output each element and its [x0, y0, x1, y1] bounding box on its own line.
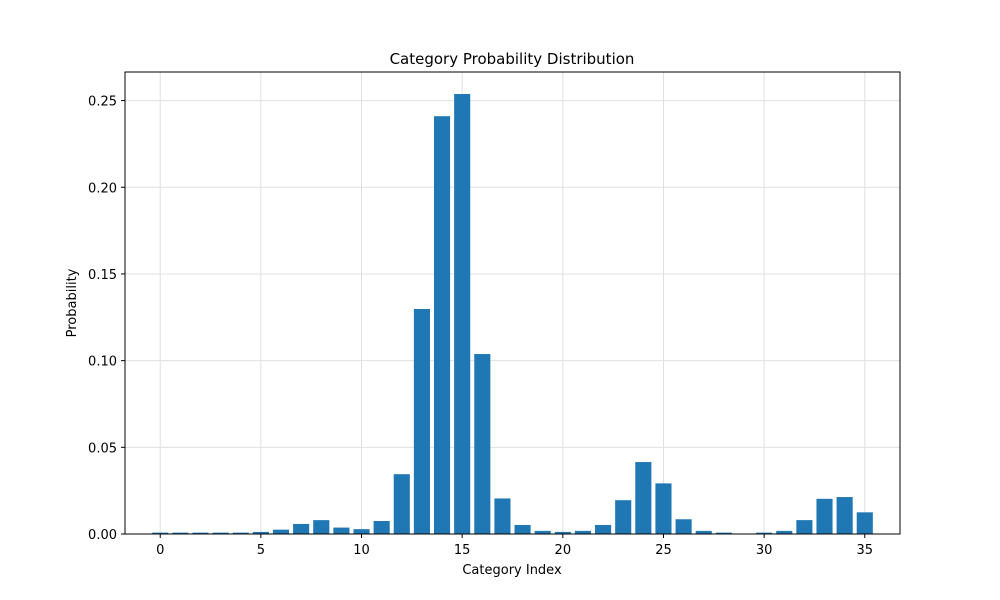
bar-14 [433, 116, 451, 535]
bar-35 [856, 512, 873, 534]
y-tick-label: 0.25 [88, 95, 117, 110]
chart-title: Category Probability Distribution [390, 50, 635, 68]
bar-31 [776, 530, 793, 534]
x-tick-label: 30 [756, 543, 773, 558]
x-tick-label: 15 [454, 543, 471, 558]
y-tick-label: 0.20 [88, 181, 117, 196]
bar-33 [816, 498, 833, 534]
x-tick-label: 0 [156, 543, 164, 558]
y-tick-label: 0.05 [88, 441, 117, 456]
bar-17 [494, 498, 511, 534]
bar-21 [574, 530, 592, 534]
bar-26 [675, 519, 692, 534]
x-tick-label: 5 [257, 543, 265, 558]
x-tick-label: 10 [353, 543, 370, 558]
x-tick-label: 25 [655, 543, 672, 558]
bar-10 [353, 529, 370, 534]
bar-20 [554, 531, 571, 534]
x-tick-label: 35 [856, 543, 873, 558]
bar-4 [232, 532, 249, 534]
x-axis: 0 5 10 15 20 25 30 35 [156, 534, 873, 558]
bar-11 [373, 520, 390, 534]
bar-32 [796, 520, 813, 534]
bar-30 [756, 532, 773, 534]
bar-9 [333, 527, 350, 534]
bar-23 [615, 500, 632, 534]
bar-7 [293, 523, 310, 534]
grid [125, 72, 900, 535]
bar-16 [474, 354, 491, 534]
bar-24 [635, 462, 652, 534]
bar-1 [172, 532, 189, 534]
bar-15 [454, 94, 471, 534]
plot-frame [124, 71, 901, 535]
x-tick-label: 20 [555, 543, 572, 558]
y-tick-label: 0.10 [88, 355, 117, 370]
bar-34 [836, 497, 853, 534]
bar-0 [152, 532, 169, 534]
bar-12 [393, 474, 410, 534]
bars [152, 94, 873, 535]
bar-25 [655, 483, 672, 534]
bar-5 [252, 531, 269, 534]
y-axis: 0.00 0.05 0.10 0.15 0.20 0.25 [88, 95, 125, 543]
x-axis-label: Category Index [462, 563, 562, 578]
y-tick-label: 0.15 [88, 268, 117, 283]
y-axis-label: Probability [65, 268, 80, 337]
bar-8 [313, 520, 330, 534]
bar-2 [192, 532, 209, 534]
y-tick-label: 0.00 [88, 528, 117, 543]
bar-18 [514, 524, 531, 534]
bar-28 [715, 532, 732, 534]
bar-22 [595, 524, 612, 534]
bar-6 [272, 529, 290, 534]
bar-27 [695, 530, 712, 534]
bar-19 [534, 530, 551, 534]
bar-13 [413, 308, 430, 534]
bar-3 [212, 532, 229, 534]
